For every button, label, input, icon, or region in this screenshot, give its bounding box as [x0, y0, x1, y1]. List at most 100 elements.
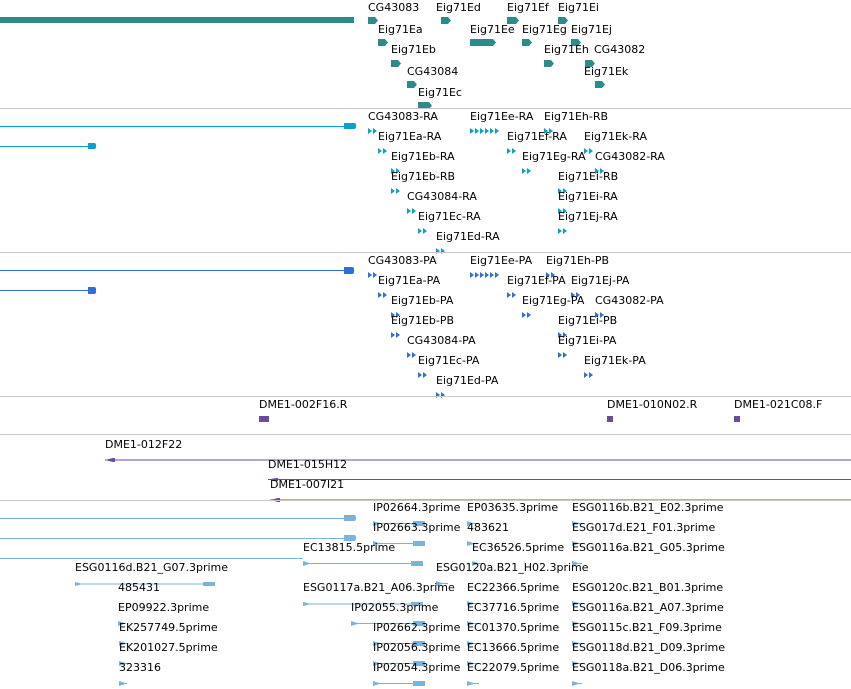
feature-label[interactable]: IP02055.3prime	[351, 601, 439, 614]
feature-glyph[interactable]	[378, 288, 390, 301]
feature-glyph[interactable]	[118, 616, 126, 629]
feature-glyph[interactable]	[418, 368, 432, 381]
feature-glyph[interactable]	[467, 676, 479, 689]
feature-glyph[interactable]	[470, 268, 500, 281]
feature-label[interactable]: 323316	[119, 661, 161, 674]
offscreen-feature-bar[interactable]	[0, 146, 95, 147]
feature-glyph[interactable]	[467, 656, 479, 669]
feature-label[interactable]: Eig71Ed	[436, 1, 481, 14]
feature-label[interactable]: Eig71Ej-RA	[558, 210, 618, 223]
feature-glyph[interactable]	[572, 616, 582, 629]
feature-label[interactable]: EC13815.5prime	[303, 541, 396, 554]
feature-label[interactable]: ESG0117a.B21_A06.3prime	[303, 581, 455, 594]
feature-glyph[interactable]	[558, 184, 570, 197]
feature-glyph[interactable]	[368, 14, 378, 27]
feature-label[interactable]: Eig71Eh	[544, 43, 589, 56]
feature-label[interactable]: EK257749.5prime	[119, 621, 218, 634]
offscreen-feature-bar[interactable]	[0, 17, 354, 23]
feature-label[interactable]: Eig71Ek-RA	[584, 130, 647, 143]
feature-label[interactable]: CG43084-PA	[407, 334, 476, 347]
offscreen-feature-bar[interactable]	[0, 290, 94, 291]
feature-label[interactable]: Eig71Eb-PB	[391, 314, 455, 327]
feature-label[interactable]: Eig71Ef	[507, 1, 549, 14]
feature-label[interactable]: ESG0116b.B21_E02.3prime	[572, 501, 724, 514]
feature-label[interactable]: Eig71Ea	[378, 23, 423, 36]
feature-glyph[interactable]	[572, 536, 582, 549]
feature-label[interactable]: CG43083	[368, 1, 420, 14]
feature-label[interactable]: Eig71Ea-PA	[378, 274, 441, 287]
feature-glyph[interactable]	[467, 596, 479, 609]
feature-label[interactable]: DME1-012F22	[105, 438, 183, 451]
feature-glyph[interactable]	[558, 328, 570, 341]
feature-glyph[interactable]	[546, 268, 556, 281]
feature-label[interactable]: IP02662.3prime	[373, 621, 461, 634]
feature-glyph[interactable]	[595, 308, 607, 321]
feature-glyph[interactable]	[418, 224, 432, 237]
feature-glyph[interactable]	[585, 57, 595, 70]
feature-label[interactable]: Eig71Eg-PA	[522, 294, 585, 307]
feature-label[interactable]: Eig71Ek-PA	[584, 354, 646, 367]
feature-label[interactable]: DME1-010N02.R	[607, 398, 698, 411]
feature-label[interactable]: ESG0120c.B21_B01.3prime	[572, 581, 724, 594]
feature-label[interactable]: EP09922.3prime	[118, 601, 210, 614]
feature-glyph[interactable]	[75, 576, 215, 589]
feature-glyph[interactable]	[595, 164, 607, 177]
feature-glyph[interactable]	[584, 368, 596, 381]
feature-label[interactable]: Eig71Ed-RA	[436, 230, 500, 243]
feature-glyph[interactable]	[558, 224, 570, 237]
feature-label[interactable]: 485431	[118, 581, 160, 594]
feature-glyph[interactable]	[572, 556, 582, 569]
feature-label[interactable]: 483621	[467, 521, 509, 534]
feature-label[interactable]: CG43083-RA	[368, 110, 438, 123]
feature-glyph[interactable]	[351, 616, 425, 629]
feature-label[interactable]: Eig71Ek	[584, 65, 629, 78]
feature-glyph[interactable]	[407, 348, 419, 361]
feature-label[interactable]: CG43082-PA	[595, 294, 664, 307]
feature-glyph[interactable]	[572, 656, 582, 669]
feature-glyph[interactable]	[391, 308, 403, 321]
feature-glyph[interactable]	[522, 164, 534, 177]
feature-glyph[interactable]	[470, 36, 496, 49]
feature-label[interactable]: IP02663.3prime	[373, 521, 461, 534]
feature-label[interactable]: ESG0115c.B21_F09.3prime	[572, 621, 722, 634]
feature-label[interactable]: IP02056.3prime	[373, 641, 461, 654]
feature-label[interactable]: EP03635.3prime	[467, 501, 559, 514]
feature-glyph[interactable]	[373, 516, 425, 529]
feature-glyph[interactable]	[373, 636, 425, 649]
feature-label[interactable]: Eig71Ei-PB	[558, 314, 618, 327]
feature-label[interactable]: ESG0118d.B21_D09.3prime	[572, 641, 725, 654]
feature-glyph[interactable]	[472, 556, 484, 569]
feature-glyph[interactable]	[303, 556, 423, 569]
feature-label[interactable]: Eig71Ei	[558, 1, 599, 14]
feature-glyph[interactable]	[467, 616, 479, 629]
feature-label[interactable]: Eig71Eh-RB	[544, 110, 609, 123]
feature-label[interactable]: ESG017d.E21_F01.3prime	[572, 521, 716, 534]
feature-glyph[interactable]	[522, 36, 532, 49]
feature-glyph[interactable]	[595, 78, 605, 91]
feature-label[interactable]: Eig71Eb-PA	[391, 294, 454, 307]
feature-label[interactable]: Eig71Ei-RA	[558, 190, 618, 203]
feature-glyph[interactable]	[105, 452, 851, 465]
feature-label[interactable]: Eig71Ec-RA	[418, 210, 481, 223]
feature-label[interactable]: Eig71Eh-PB	[546, 254, 610, 267]
feature-label[interactable]: EC37716.5prime	[467, 601, 560, 614]
offscreen-feature-bar[interactable]	[0, 558, 303, 559]
feature-label[interactable]: DME1-002F16.R	[259, 398, 348, 411]
feature-glyph[interactable]	[418, 99, 432, 112]
feature-label[interactable]: CG43083-PA	[368, 254, 437, 267]
feature-label[interactable]: ESG0118a.B21_D06.3prime	[572, 661, 725, 674]
feature-glyph[interactable]	[368, 268, 378, 281]
feature-label[interactable]: Eig71Ef-PA	[507, 274, 566, 287]
feature-label[interactable]: Eig71Eb-RA	[391, 150, 455, 163]
offscreen-feature-bar[interactable]	[0, 518, 355, 519]
feature-label[interactable]: DME1-015H12	[268, 458, 348, 471]
feature-label[interactable]: EC13666.5prime	[467, 641, 560, 654]
feature-glyph[interactable]	[467, 636, 479, 649]
feature-glyph[interactable]	[391, 184, 403, 197]
feature-label[interactable]: Eig71Ei-PA	[558, 334, 617, 347]
feature-glyph[interactable]	[607, 412, 613, 425]
feature-glyph[interactable]	[572, 596, 582, 609]
feature-glyph[interactable]	[259, 412, 269, 425]
feature-label[interactable]: EC22079.5prime	[467, 661, 560, 674]
feature-label[interactable]: ESG0120a.B21_H02.3prime	[436, 561, 589, 574]
